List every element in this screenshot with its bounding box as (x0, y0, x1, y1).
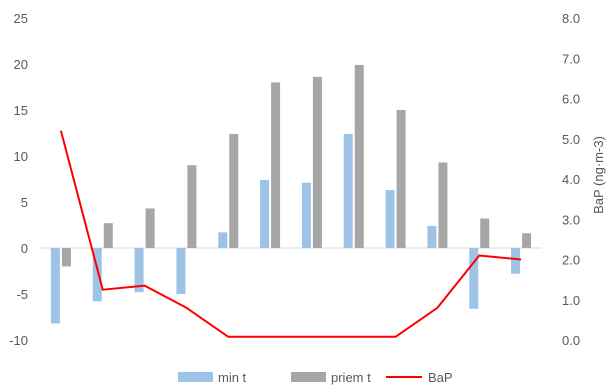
legend-label: min t (218, 370, 247, 385)
bar-series (50, 64, 532, 324)
min-t-bar (511, 248, 521, 274)
right-axis: 0.0 1.0 2.0 3.0 4.0 5.0 6.0 7.0 8.0 (562, 11, 580, 348)
priem-t-bar (271, 82, 281, 249)
legend-swatch (291, 372, 326, 382)
right-tick-label: 4.0 (562, 172, 580, 187)
legend-label: priem t (331, 370, 371, 385)
left-tick-label: -5 (16, 287, 28, 302)
left-tick-label: 25 (14, 11, 28, 26)
right-tick-label: 0.0 (562, 333, 580, 348)
left-tick-label: 15 (14, 103, 28, 118)
priem-t-bar (396, 110, 406, 248)
min-t-bar (343, 133, 353, 248)
min-t-bar (176, 248, 186, 294)
right-tick-label: 7.0 (562, 51, 580, 66)
right-tick-label: 8.0 (562, 11, 580, 26)
left-tick-label: -10 (9, 333, 28, 348)
line-series (59, 130, 522, 338)
left-tick-label: 10 (14, 149, 28, 164)
legend-swatch (178, 372, 213, 382)
priem-t-bar (312, 76, 322, 248)
right-tick-label: 1.0 (562, 293, 580, 308)
left-tick-label: 0 (21, 241, 28, 256)
right-tick-label: 3.0 (562, 212, 580, 227)
priem-t-bar (438, 162, 448, 248)
priem-t-bar (522, 233, 532, 248)
priem-t-bar (103, 223, 113, 248)
left-tick-label: 20 (14, 57, 28, 72)
min-t-bar (218, 232, 228, 248)
priem-t-bar (145, 208, 155, 248)
min-t-bar (92, 248, 102, 302)
legend: min t priem t BaP (178, 370, 453, 385)
priem-t-bar (480, 218, 490, 248)
left-tick-label: 5 (21, 195, 28, 210)
min-t-bar (427, 225, 437, 248)
legend-label: BaP (428, 370, 453, 385)
min-t-bar (385, 190, 395, 248)
priem-t-bar (61, 248, 71, 267)
right-tick-label: 6.0 (562, 92, 580, 107)
right-axis-title: BaP (ng·m-3) (591, 136, 606, 214)
min-t-bar (301, 182, 311, 248)
priem-t-bar (229, 133, 239, 248)
right-tick-label: 5.0 (562, 132, 580, 147)
priem-t-bar (354, 64, 364, 248)
min-t-bar (260, 179, 270, 248)
right-tick-label: 2.0 (562, 253, 580, 268)
min-t-bar (469, 248, 479, 309)
left-axis: -10 -5 0 5 10 15 20 25 (9, 11, 28, 348)
bap-line (59, 130, 522, 338)
min-t-bar (134, 248, 144, 293)
priem-t-bar (187, 165, 197, 248)
min-t-bar (50, 248, 60, 324)
